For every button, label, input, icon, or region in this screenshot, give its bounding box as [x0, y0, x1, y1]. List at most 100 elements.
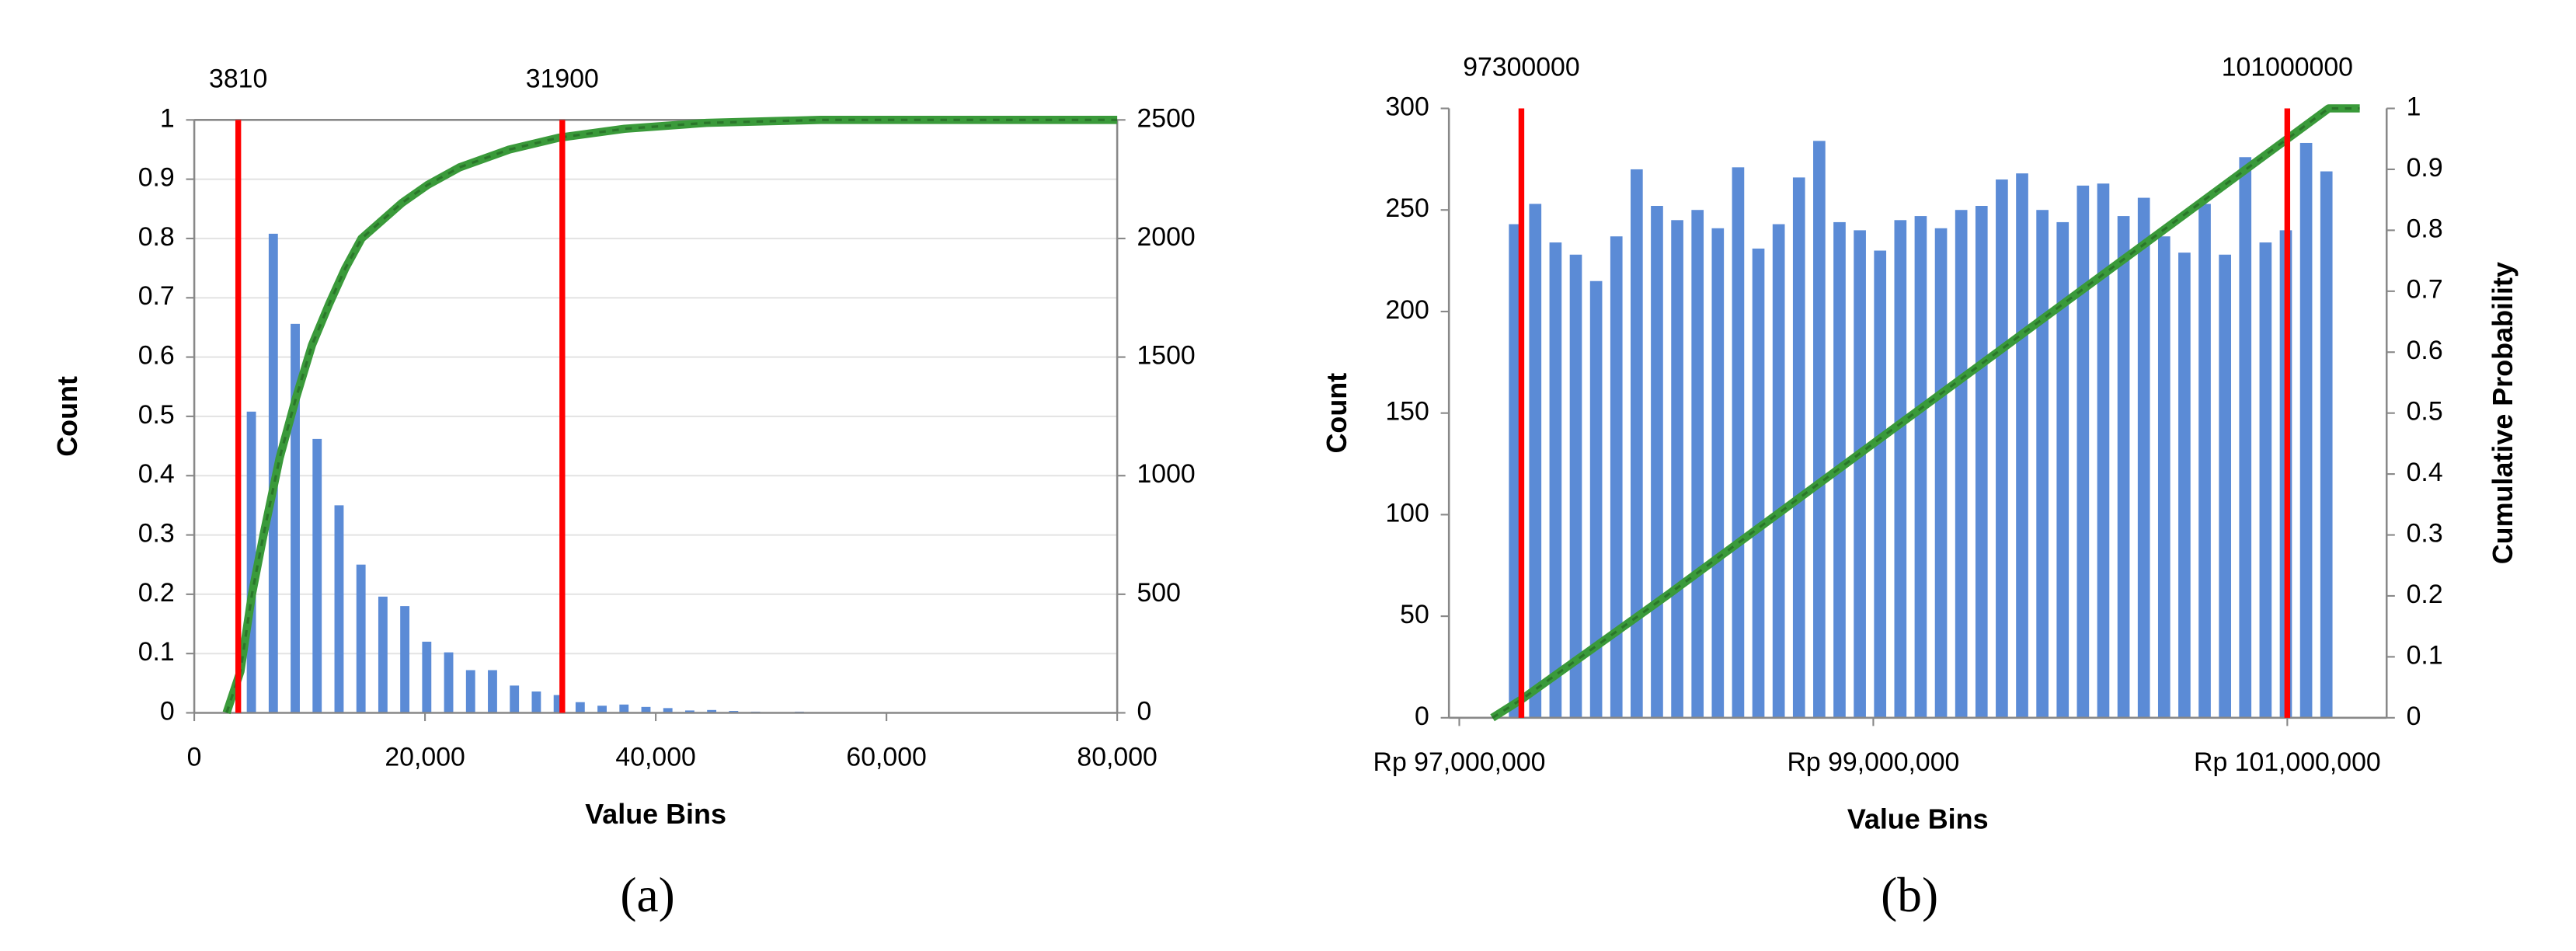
bar [334, 505, 344, 713]
bar [2097, 183, 2110, 718]
bar [641, 706, 651, 713]
y-tick-label: 0.6 [138, 341, 175, 371]
bar [1631, 169, 1643, 718]
bar [663, 708, 673, 713]
y2-tick-label: 0.6 [2407, 336, 2443, 365]
bar [246, 411, 256, 713]
y2-tick-label: 0.9 [2407, 153, 2443, 183]
bar [619, 704, 629, 713]
bar [1792, 177, 1805, 718]
bar [1589, 280, 1603, 718]
x-tick-label: Rp 101,000,000 [2194, 747, 2381, 777]
bar [1529, 204, 1542, 718]
y-tick-label: 0.2 [138, 578, 175, 608]
bar [575, 702, 585, 713]
y-tick-label: 0 [160, 696, 175, 726]
marker-label: 3810 [209, 64, 267, 94]
bar [2299, 142, 2313, 718]
y-tick-label: 100 [1385, 498, 1429, 528]
cumulative-line [222, 116, 1118, 715]
y2-tick-label: 0.5 [2407, 397, 2443, 427]
y-tick-label: 0.1 [138, 637, 175, 667]
y-tick-label: 1 [160, 103, 175, 133]
bar [1509, 224, 1522, 718]
bar [2198, 204, 2211, 718]
y2-tick-label: 0.8 [2407, 214, 2443, 243]
x-tick-label: Rp 99,000,000 [1787, 747, 1959, 777]
bar [1711, 228, 1725, 718]
y-tick-label: 250 [1385, 193, 1429, 223]
bar [2117, 216, 2130, 718]
bar [1732, 167, 1745, 718]
marker-label: 97300000 [1463, 53, 1579, 82]
y2-tick-label: 2500 [1137, 103, 1196, 133]
y2-tick-label: 1500 [1137, 341, 1196, 371]
x-tick-label: Rp 97,000,000 [1373, 747, 1546, 777]
x-tick-label: 40,000 [615, 743, 695, 772]
bar [1651, 206, 1663, 718]
y-tick-label: 0.7 [138, 281, 175, 311]
y-tick-label: 150 [1385, 397, 1429, 427]
y-tick-label: 0.3 [138, 518, 175, 548]
bar [1772, 224, 1785, 718]
bar [707, 709, 717, 713]
bar [291, 323, 300, 713]
y-tick-label: 200 [1385, 295, 1429, 325]
y2-tick-label: 0.4 [2407, 458, 2443, 487]
bar [422, 641, 432, 713]
bar [2320, 171, 2333, 718]
y-tick-label: 50 [1400, 600, 1429, 629]
caption: (b) [1881, 867, 1938, 922]
bar [1549, 242, 1562, 718]
y-tick-label: 300 [1385, 92, 1429, 121]
bar [1813, 141, 1826, 718]
y-tick-label: 0.9 [138, 163, 175, 193]
bar [488, 670, 497, 713]
bar [1894, 220, 1907, 718]
bar [356, 564, 366, 713]
y2-tick-label: 0.1 [2407, 640, 2443, 670]
bar [1914, 216, 1927, 718]
cumulative-line-dash [1492, 106, 2360, 719]
bar [2137, 197, 2150, 718]
marker-label: 31900 [526, 64, 599, 94]
bar [2036, 210, 2049, 718]
bar [1955, 210, 1968, 718]
bar [2259, 242, 2272, 718]
bar [465, 670, 475, 713]
bar [597, 705, 607, 713]
x-axis-title: Value Bins [585, 798, 726, 830]
y2-tick-label: 1000 [1137, 459, 1196, 489]
bar [2239, 157, 2252, 718]
y-tick-label: 0.8 [138, 222, 175, 252]
bar [1975, 206, 1988, 718]
y2-tick-label: 2000 [1137, 222, 1196, 252]
bar [2076, 185, 2090, 718]
y2-axis-title: Cumulative Probability [2487, 262, 2519, 564]
y-axis-title: Count [51, 376, 83, 457]
bar [2016, 173, 2028, 718]
bar [1996, 179, 2008, 718]
bar [1569, 254, 1582, 718]
x-tick-label: 60,000 [846, 743, 926, 772]
y-axis-title: Count [1321, 373, 1352, 454]
bar [312, 438, 322, 713]
y2-tick-label: 1 [2407, 92, 2421, 121]
bar [510, 685, 520, 713]
bar [1854, 230, 1866, 718]
bar [1874, 250, 1887, 718]
y2-tick-label: 0.7 [2407, 275, 2443, 305]
marker-label: 101000000 [2222, 53, 2353, 82]
bar [1752, 248, 1765, 718]
x-tick-label: 0 [187, 743, 202, 772]
bar [1691, 210, 1704, 718]
y2-tick-label: 0 [2407, 702, 2421, 731]
x-axis-title: Value Bins [1847, 803, 1989, 834]
y2-tick-label: 0.2 [2407, 580, 2443, 609]
bar [553, 695, 563, 713]
y2-tick-label: 500 [1137, 578, 1181, 608]
y-tick-label: 0 [1415, 702, 1429, 731]
y2-tick-label: 0 [1137, 696, 1152, 726]
bar [2219, 254, 2231, 718]
